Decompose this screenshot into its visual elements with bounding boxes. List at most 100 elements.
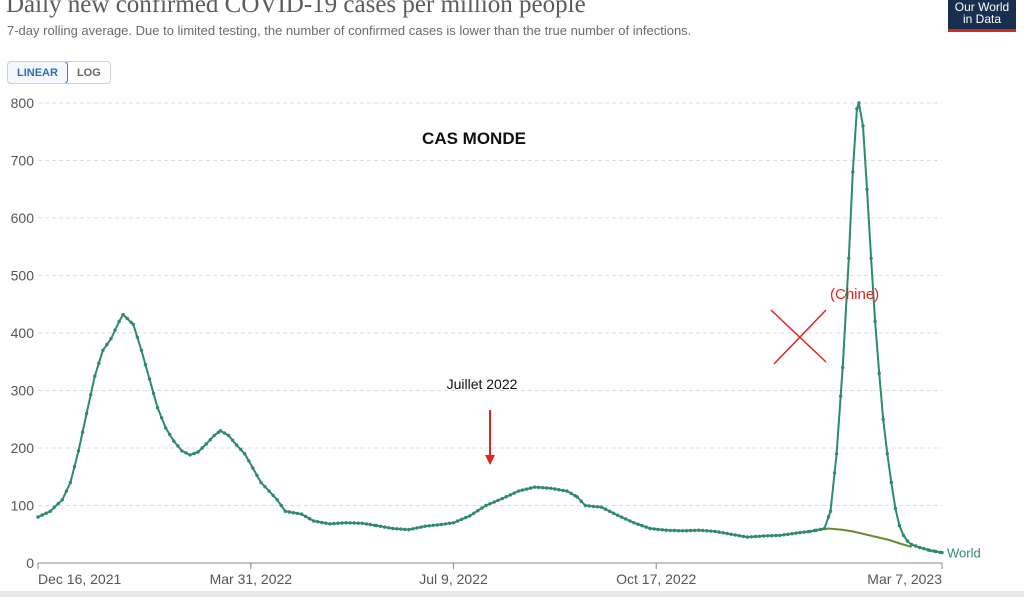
data-point bbox=[121, 312, 125, 317]
data-point bbox=[684, 529, 689, 533]
data-point bbox=[648, 526, 652, 531]
data-point bbox=[113, 328, 117, 332]
data-point bbox=[271, 493, 275, 498]
data-point bbox=[208, 438, 212, 442]
data-point bbox=[192, 451, 196, 456]
data-point bbox=[131, 322, 135, 327]
data-point bbox=[484, 503, 488, 508]
data-point bbox=[64, 489, 69, 493]
data-point bbox=[549, 486, 553, 490]
data-point bbox=[545, 486, 549, 490]
data-point bbox=[480, 506, 484, 510]
data-point bbox=[587, 504, 591, 508]
data-point bbox=[151, 391, 156, 396]
data-point bbox=[168, 432, 172, 437]
y-axis-ticks: 0 100 200 300 400 500 600 700 800 bbox=[11, 95, 35, 571]
data-point bbox=[770, 534, 774, 538]
data-point bbox=[283, 509, 287, 513]
data-point bbox=[312, 519, 316, 523]
data-point bbox=[818, 527, 823, 532]
data-point bbox=[557, 488, 561, 492]
data-point bbox=[826, 515, 831, 519]
data-point bbox=[814, 528, 818, 532]
data-point bbox=[155, 406, 160, 410]
data-point bbox=[725, 531, 729, 536]
data-point bbox=[693, 528, 697, 533]
data-point bbox=[60, 498, 64, 502]
data-point bbox=[328, 522, 332, 526]
data-point bbox=[808, 529, 812, 534]
chart-series: World bbox=[36, 101, 981, 561]
data-point bbox=[889, 480, 893, 485]
data-point bbox=[676, 529, 681, 533]
log-scale-button[interactable]: LOG bbox=[76, 66, 101, 79]
data-point bbox=[575, 495, 579, 499]
x-tick-label: Jul 9, 2022 bbox=[419, 571, 488, 587]
data-point bbox=[435, 523, 439, 527]
data-point bbox=[749, 535, 754, 539]
data-point bbox=[172, 439, 176, 443]
data-point bbox=[873, 319, 877, 324]
data-point bbox=[364, 522, 369, 526]
owid-logo[interactable]: Our World in Data bbox=[948, 0, 1016, 32]
data-point bbox=[407, 527, 411, 532]
data-point bbox=[287, 510, 291, 514]
data-point bbox=[97, 361, 101, 365]
data-point bbox=[541, 486, 545, 490]
data-point bbox=[869, 256, 873, 260]
data-point bbox=[918, 545, 922, 550]
data-point bbox=[922, 546, 926, 551]
data-point bbox=[524, 487, 529, 491]
data-point bbox=[839, 394, 843, 398]
data-point bbox=[143, 362, 148, 367]
data-point bbox=[263, 485, 267, 489]
data-point bbox=[774, 533, 778, 538]
data-point bbox=[761, 534, 766, 538]
data-point bbox=[897, 523, 902, 528]
data-point bbox=[184, 451, 188, 455]
data-point bbox=[579, 499, 583, 503]
data-point bbox=[299, 512, 304, 516]
data-point bbox=[753, 534, 758, 539]
data-point bbox=[368, 522, 373, 527]
data-point bbox=[415, 526, 419, 530]
data-point bbox=[427, 524, 431, 528]
data-point bbox=[934, 549, 938, 554]
data-point bbox=[901, 533, 906, 538]
data-point bbox=[247, 459, 251, 463]
data-point bbox=[56, 501, 60, 506]
data-point bbox=[790, 532, 794, 536]
data-point bbox=[291, 511, 296, 515]
data-point bbox=[431, 523, 435, 527]
data-point bbox=[822, 526, 827, 531]
data-point bbox=[320, 520, 324, 525]
data-point bbox=[757, 534, 762, 538]
data-point bbox=[778, 533, 782, 538]
y-tick-label: 800 bbox=[11, 95, 35, 111]
data-point bbox=[794, 531, 798, 535]
data-point bbox=[109, 337, 113, 341]
data-point bbox=[89, 393, 93, 397]
data-point bbox=[561, 488, 565, 493]
series-line bbox=[37, 102, 943, 554]
annotation-arrow-head bbox=[485, 455, 495, 465]
data-point bbox=[532, 485, 537, 489]
data-point bbox=[382, 525, 387, 529]
data-point bbox=[885, 452, 889, 456]
x-tick-label: Mar 31, 2022 bbox=[210, 571, 293, 587]
data-point bbox=[76, 449, 81, 453]
data-point bbox=[865, 187, 869, 191]
data-point bbox=[528, 486, 533, 490]
data-point bbox=[344, 521, 348, 525]
data-point bbox=[44, 511, 48, 515]
data-point bbox=[468, 514, 472, 518]
data-point bbox=[841, 365, 845, 370]
data-point bbox=[259, 480, 263, 485]
data-point bbox=[611, 511, 616, 515]
y-tick-label: 300 bbox=[11, 383, 35, 399]
data-point bbox=[125, 316, 129, 321]
scale-toggle: LINEAR LOG bbox=[7, 61, 111, 84]
data-point bbox=[741, 534, 746, 539]
data-point bbox=[512, 491, 516, 495]
linear-scale-button[interactable]: LINEAR bbox=[7, 62, 68, 83]
